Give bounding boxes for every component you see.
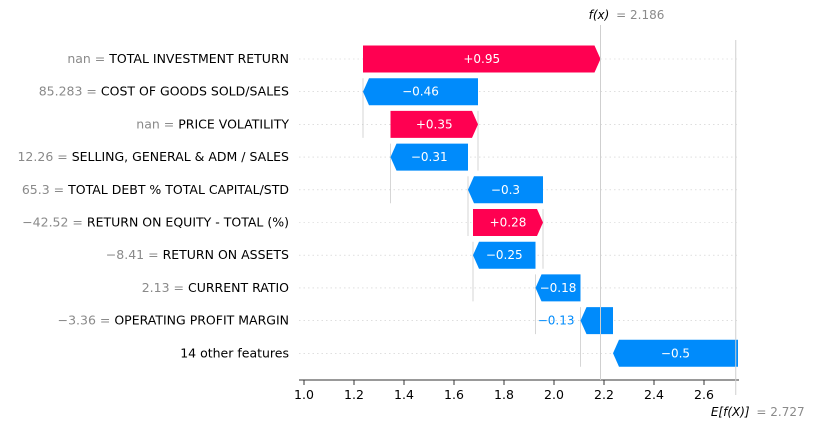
feature-name: RETURN ON ASSETS	[163, 247, 289, 262]
bar-value-label: −0.25	[486, 248, 523, 262]
ex-label: E[f(X)] = 2.727	[711, 405, 805, 419]
x-tick-label: 1.0	[294, 387, 314, 402]
feature-value: 12.26 =	[17, 149, 71, 164]
x-tick-label: 1.4	[394, 387, 414, 402]
feature-value: nan =	[136, 116, 178, 131]
negative-bar	[580, 307, 613, 335]
feature-label: nan = TOTAL INVESTMENT RETURN	[67, 51, 289, 66]
feature-name: TOTAL DEBT % TOTAL CAPITAL/STD	[67, 182, 289, 197]
x-axis: 1.0 1.2 1.4 1.6 1.8 2.0 2.2 2.4 2.6	[294, 379, 739, 402]
feature-label: 14 other features	[180, 345, 289, 360]
negative-bar	[363, 78, 478, 106]
feature-name: RETURN ON EQUITY - TOTAL (%)	[87, 215, 289, 230]
negative-bar	[535, 274, 581, 302]
feature-label: 85.283 = COST OF GOODS SOLD/SALES	[39, 84, 289, 99]
row-labels: nan = TOTAL INVESTMENT RETURN 85.283 = CO…	[17, 51, 289, 360]
x-tick-label: 1.8	[494, 387, 514, 402]
bar-value-label: −0.31	[411, 150, 448, 164]
bar-value-label: −0.18	[540, 281, 577, 295]
feature-value: −8.41 =	[106, 247, 163, 262]
feature-value: 85.283 =	[39, 84, 101, 99]
feature-name: SELLING, GENERAL & ADM / SALES	[72, 149, 289, 164]
feature-label: 65.3 = TOTAL DEBT % TOTAL CAPITAL/STD	[22, 182, 289, 197]
x-tick-label: 2.0	[544, 387, 564, 402]
feature-name: PRICE VOLATILITY	[178, 116, 289, 131]
feature-label: −42.52 = RETURN ON EQUITY - TOTAL (%)	[22, 215, 289, 230]
feature-value: −3.36 =	[58, 313, 115, 328]
fx-symbol: f(x)	[589, 8, 610, 22]
feature-name: 14 other features	[180, 345, 289, 360]
feature-label: nan = PRICE VOLATILITY	[136, 116, 289, 131]
x-tick-label: 1.2	[344, 387, 364, 402]
feature-value: 65.3 =	[22, 182, 68, 197]
positive-bar	[473, 209, 543, 236]
bar-value-label: −0.46	[402, 85, 439, 99]
negative-bar	[390, 143, 468, 171]
feature-name: TOTAL INVESTMENT RETURN	[108, 51, 289, 66]
fx-value: = 2.186	[616, 8, 664, 22]
bars-layer: +0.95 −0.46 +0.35 −0.31 −0.3 +0.28 −0.25 −0.18 −…	[363, 45, 738, 367]
ex-symbol: E[f(X)]	[711, 405, 750, 419]
negative-bar	[613, 339, 738, 367]
positive-bar	[390, 110, 478, 138]
feature-name: OPERATING PROFIT MARGIN	[114, 313, 289, 328]
x-tick-label: 2.4	[644, 387, 664, 402]
negative-bar	[468, 176, 543, 204]
feature-label: −8.41 = RETURN ON ASSETS	[106, 247, 289, 262]
bar-value-label: −0.5	[661, 346, 690, 360]
bar-value-label: +0.28	[490, 216, 527, 230]
negative-bar	[473, 241, 536, 269]
feature-name: COST OF GOODS SOLD/SALES	[101, 84, 289, 99]
feature-value: 2.13 =	[142, 280, 188, 295]
feature-label: 12.26 = SELLING, GENERAL & ADM / SALES	[17, 149, 289, 164]
bar-value-label: +0.35	[416, 117, 453, 131]
value-markers: f(x) = 2.186 E[f(X)] = 2.727	[589, 8, 805, 419]
x-tick-label: 1.6	[444, 387, 464, 402]
fx-label: f(x) = 2.186	[589, 8, 665, 22]
feature-value: nan =	[67, 51, 109, 66]
ex-value: = 2.727	[756, 405, 804, 419]
feature-value: −42.52 =	[22, 215, 87, 230]
bar-value-label: −0.13	[538, 314, 575, 328]
feature-label: 2.13 = CURRENT RATIO	[142, 280, 289, 295]
feature-name: CURRENT RATIO	[188, 280, 289, 295]
bar-value-label: −0.3	[491, 183, 520, 197]
x-tick-label: 2.6	[694, 387, 714, 402]
x-tick-label: 2.2	[594, 387, 614, 402]
feature-label: −3.36 = OPERATING PROFIT MARGIN	[58, 313, 289, 328]
positive-bar	[363, 45, 601, 73]
bar-value-label: +0.95	[463, 52, 500, 66]
